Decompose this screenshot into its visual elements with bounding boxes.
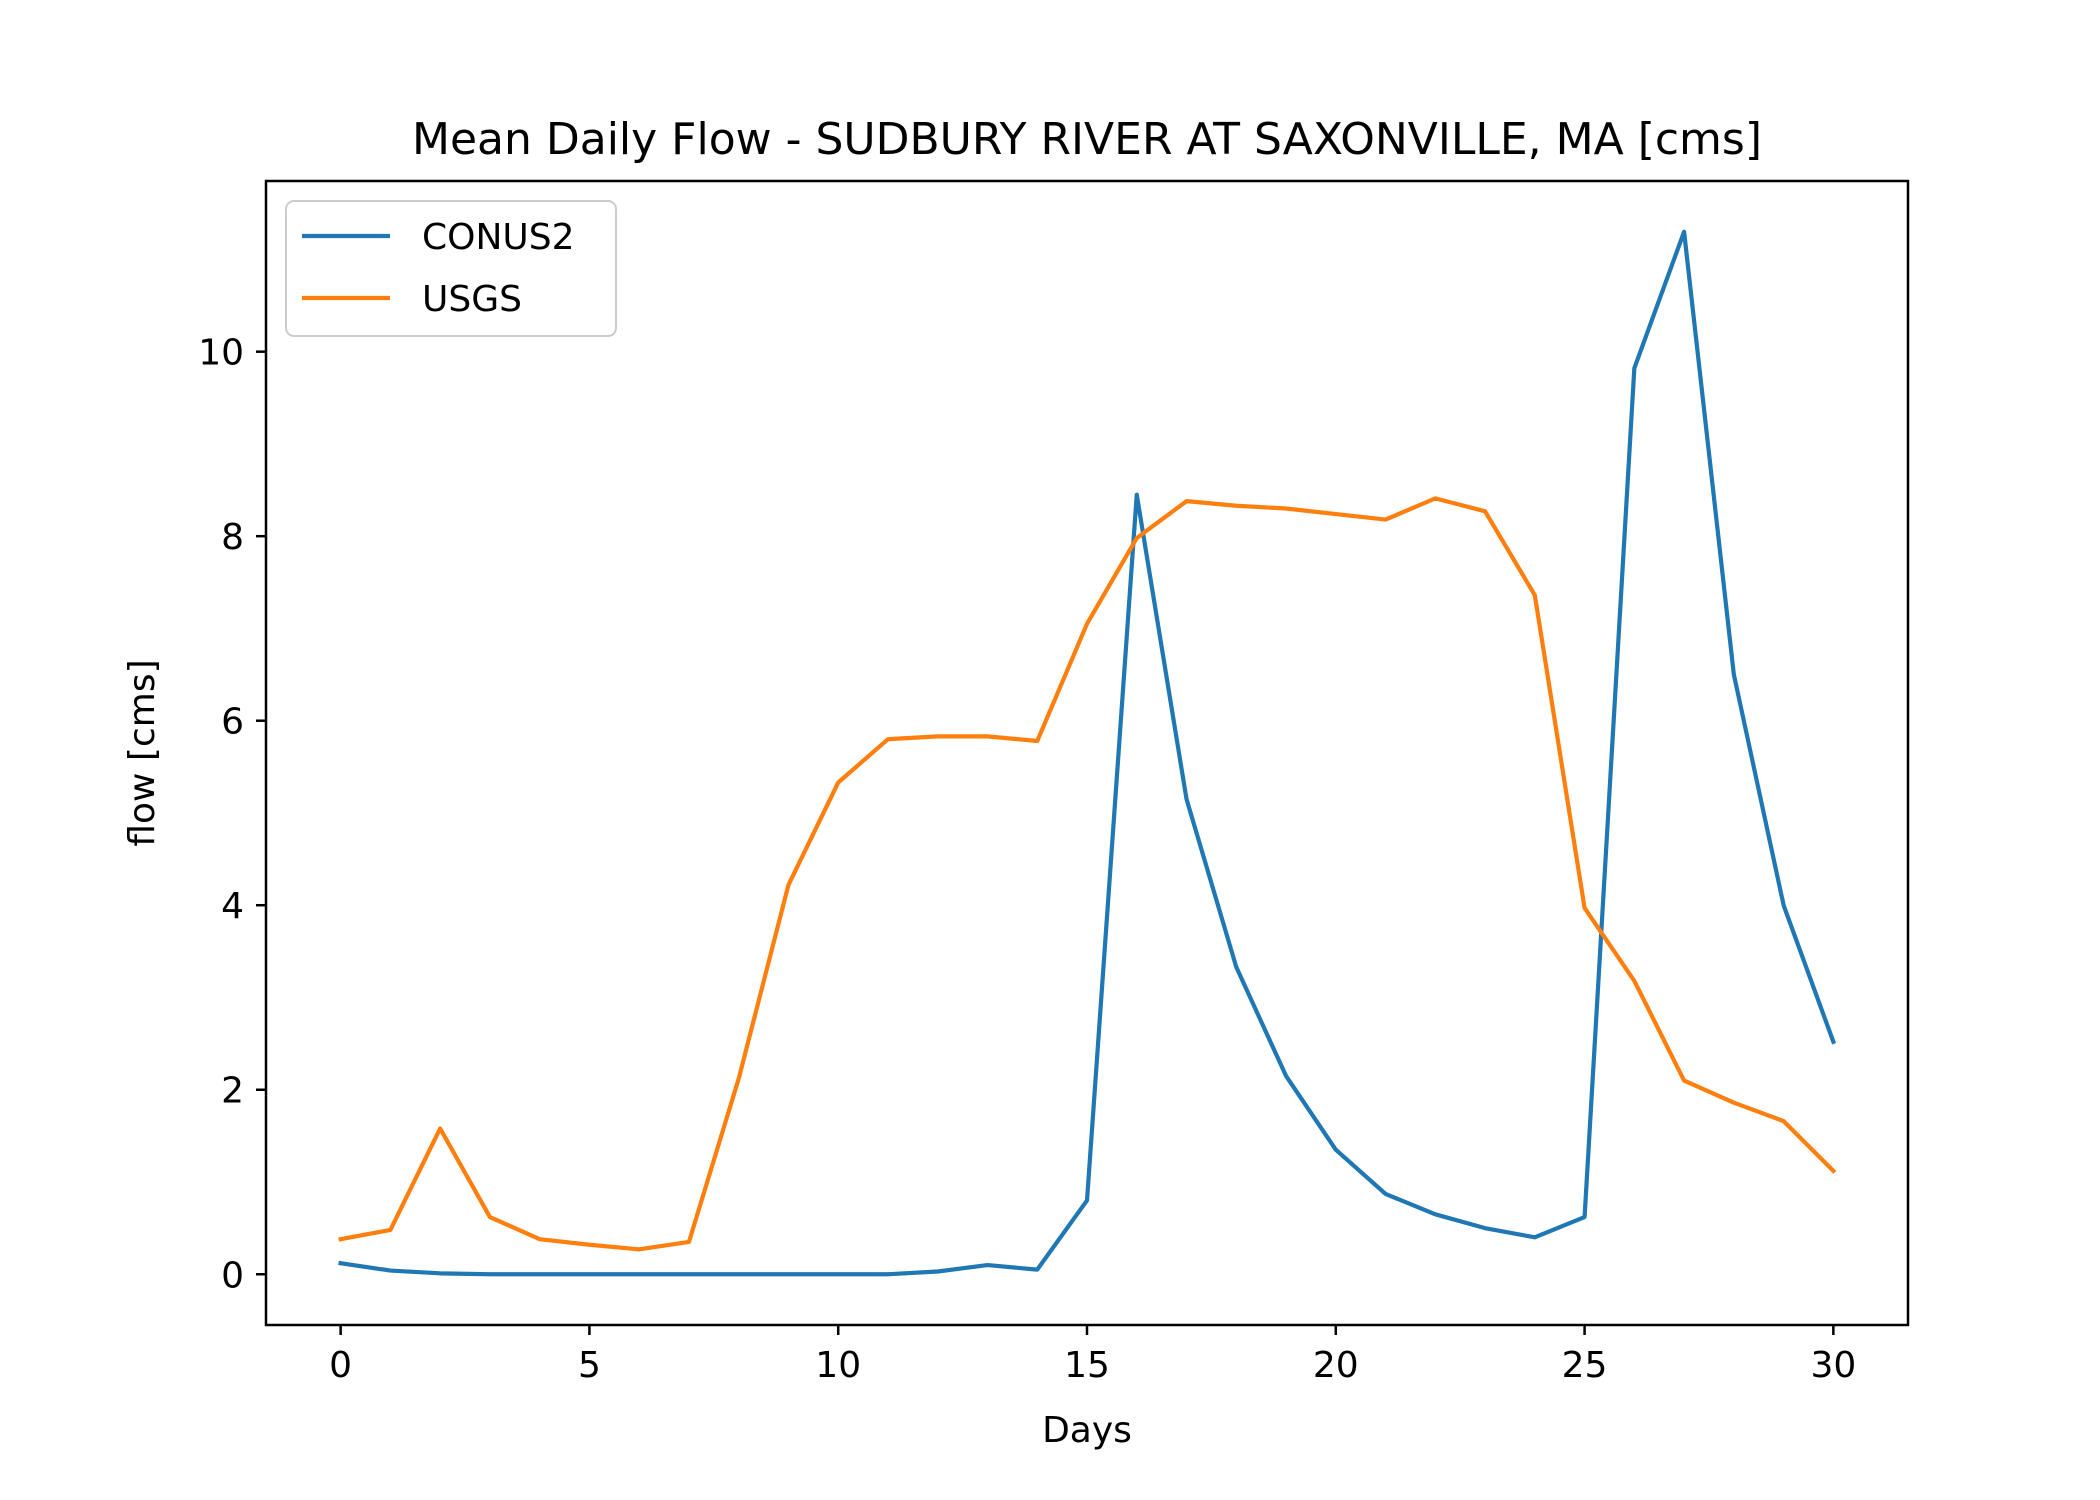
series-line-conus2 <box>338 229 1837 1277</box>
legend-label-conus2: CONUS2 <box>422 217 575 258</box>
x-tick-label: 5 <box>578 1345 601 1386</box>
x-tick-label: 10 <box>815 1345 861 1386</box>
series-line-usgs <box>338 496 1837 1252</box>
y-tick-label: 2 <box>221 1071 244 1112</box>
y-tick-label: 10 <box>198 333 244 374</box>
x-tick-label: 25 <box>1562 1345 1608 1386</box>
y-tick-label: 0 <box>221 1255 244 1296</box>
x-tick-label: 0 <box>329 1345 352 1386</box>
y-axis-label: flow [cms] <box>122 659 163 846</box>
x-axis-label: Days <box>1042 1410 1132 1451</box>
y-tick-label: 4 <box>221 886 244 927</box>
x-tick-label: 20 <box>1313 1345 1359 1386</box>
y-tick-label: 6 <box>221 702 244 743</box>
x-axis: 0 5 10 15 20 25 30 <box>329 1325 1856 1386</box>
legend-label-usgs: USGS <box>422 279 522 320</box>
x-tick-label: 30 <box>1810 1345 1856 1386</box>
x-tick-label: 15 <box>1064 1345 1110 1386</box>
y-tick-label: 8 <box>221 517 244 558</box>
series-layer <box>338 229 1837 1277</box>
chart-title: Mean Daily Flow - SUDBURY RIVER AT SAXON… <box>412 114 1762 165</box>
y-axis: 0 2 4 6 8 10 <box>198 333 266 1296</box>
legend: CONUS2 USGS <box>285 200 617 337</box>
